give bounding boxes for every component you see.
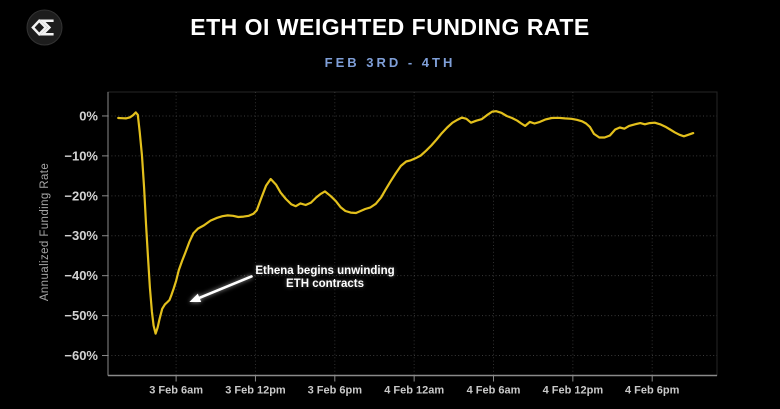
y-tick-label: −60% [64, 348, 98, 363]
y-tick-label: 0% [79, 108, 98, 123]
x-tick-label: 4 Feb 12pm [543, 385, 604, 397]
chart-annotation: Ethena begins unwinding ETH contracts [205, 265, 445, 290]
y-tick-label: −40% [64, 268, 98, 283]
annotation-line-2: ETH contracts [286, 277, 364, 290]
x-tick-label: 3 Feb 6am [149, 385, 203, 397]
app-logo [26, 9, 63, 46]
y-tick-label: −10% [64, 148, 98, 163]
annotation-line-1: Ethena begins unwinding [255, 265, 395, 277]
y-tick-label: −50% [64, 308, 98, 323]
x-tick-label: 3 Feb 12pm [225, 385, 286, 397]
chart-subtitle: FEB 3RD - 4TH [324, 55, 456, 70]
x-tick-label: 3 Feb 6pm [308, 385, 363, 397]
funding-rate-line [117, 110, 695, 335]
chart-title: ETH OI WEIGHTED FUNDING RATE [190, 14, 590, 40]
x-tick-label: 4 Feb 12am [384, 385, 444, 397]
x-tick-label: 4 Feb 6pm [625, 385, 680, 397]
y-tick-label: −20% [64, 188, 98, 203]
x-tick-label: 4 Feb 6am [467, 385, 521, 397]
plot-border [107, 91, 718, 376]
annotation-arrow [189, 275, 253, 303]
y-tick-label: −30% [64, 228, 98, 243]
sigma-diamond-logo-icon [26, 9, 63, 46]
